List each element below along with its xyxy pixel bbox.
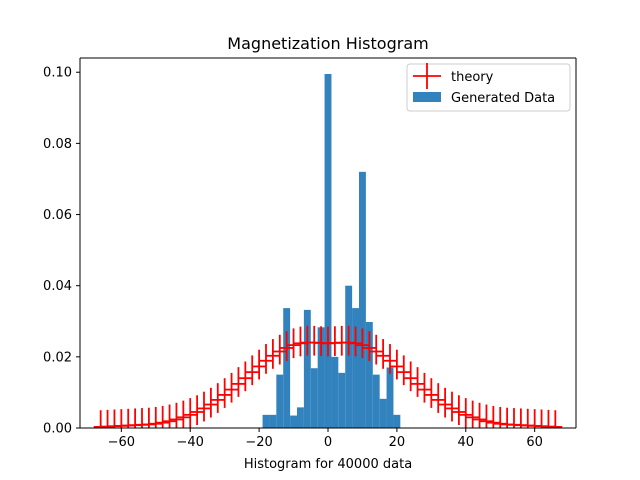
histogram-bar (310, 368, 318, 428)
theory-point (472, 402, 487, 428)
x-tick-label: −20 (245, 435, 272, 450)
legend: theory Generated Data (406, 63, 571, 112)
histogram-bar (283, 308, 291, 428)
theory-point (458, 398, 473, 428)
theory-point (369, 334, 384, 365)
theory-point (410, 367, 425, 397)
y-tick-label: 0.02 (43, 350, 72, 365)
x-tick-label: −40 (177, 435, 204, 450)
histogram-bar (365, 321, 373, 428)
x-tick-label: 0 (324, 435, 332, 450)
theory-point (252, 349, 266, 380)
x-tick-label: 20 (389, 435, 406, 450)
histogram-bar (372, 374, 380, 428)
y-tick-label: 0.08 (43, 137, 72, 152)
histogram-bar (331, 356, 339, 428)
histogram-bar (290, 415, 297, 428)
theory-point (431, 383, 446, 413)
y-tick-label: 0.00 (43, 422, 72, 437)
theory-point (197, 391, 211, 422)
theory-point (155, 405, 170, 428)
histogram-bar (386, 367, 394, 428)
theory-point (190, 395, 204, 425)
theory-point (204, 387, 218, 418)
histogram-bar (303, 309, 311, 428)
legend-theory-label: theory (451, 70, 494, 85)
theory-point (231, 367, 246, 397)
histogram-bar (338, 372, 346, 428)
histogram-bar (345, 285, 353, 428)
theory-point (403, 361, 418, 392)
theory-point (376, 339, 390, 369)
theory-point (266, 339, 280, 369)
histogram-bar (297, 407, 304, 428)
y-axis-ticks: 0.00 0.02 0.04 0.06 0.08 0.10 (43, 66, 80, 437)
theory-point (355, 328, 370, 359)
theory-point (183, 398, 198, 428)
x-tick-label: 40 (458, 435, 475, 450)
theory-point (148, 407, 163, 428)
theory-point (169, 402, 184, 428)
theory-point (224, 372, 239, 403)
theory-errorbars (93, 325, 563, 428)
theory-point (390, 349, 404, 380)
theory-point (417, 372, 432, 403)
histogram-bar (324, 74, 332, 428)
theory-point (162, 404, 177, 428)
theory-point (362, 331, 377, 361)
x-tick-label: 60 (526, 435, 543, 450)
theory-point (548, 410, 563, 428)
histogram-bar (352, 308, 359, 428)
theory-point (259, 344, 273, 374)
histogram-bar (276, 374, 284, 428)
histogram-bar (269, 414, 277, 428)
theory-point (465, 400, 480, 428)
theory-point (217, 378, 232, 408)
theory-point (424, 378, 439, 408)
theory-point (238, 361, 253, 392)
theory-point (279, 331, 294, 361)
x-axis-ticks: −60 −40 −20 0 20 40 60 (108, 428, 543, 450)
histogram-bar (359, 171, 366, 428)
x-tick-label: −60 (108, 435, 135, 450)
theory-point (210, 383, 225, 413)
histogram-bar (393, 414, 401, 428)
legend-generated-data-label: Generated Data (451, 91, 555, 106)
y-tick-label: 0.10 (43, 66, 72, 81)
legend-box (406, 63, 571, 112)
y-tick-label: 0.04 (43, 279, 72, 294)
histogram-bar (379, 398, 387, 428)
y-tick-label: 0.06 (43, 208, 72, 223)
chart-title: Magnetization Histogram (227, 34, 428, 53)
x-axis-label: Histogram for 40000 data (244, 457, 412, 472)
theory-point (272, 334, 287, 365)
theory-point (245, 355, 260, 386)
theory-point (452, 395, 466, 425)
histogram-bar (317, 327, 325, 428)
histogram-bar (262, 414, 270, 428)
theory-point (479, 404, 494, 428)
theory-point (396, 355, 411, 386)
theory-point (348, 326, 363, 357)
histogram-bars (262, 74, 401, 428)
theory-point (445, 391, 459, 422)
theory-point (383, 344, 397, 374)
theory-point (438, 387, 452, 418)
legend-generated-data-patch (413, 92, 441, 102)
legend-theory-marker (413, 63, 441, 89)
